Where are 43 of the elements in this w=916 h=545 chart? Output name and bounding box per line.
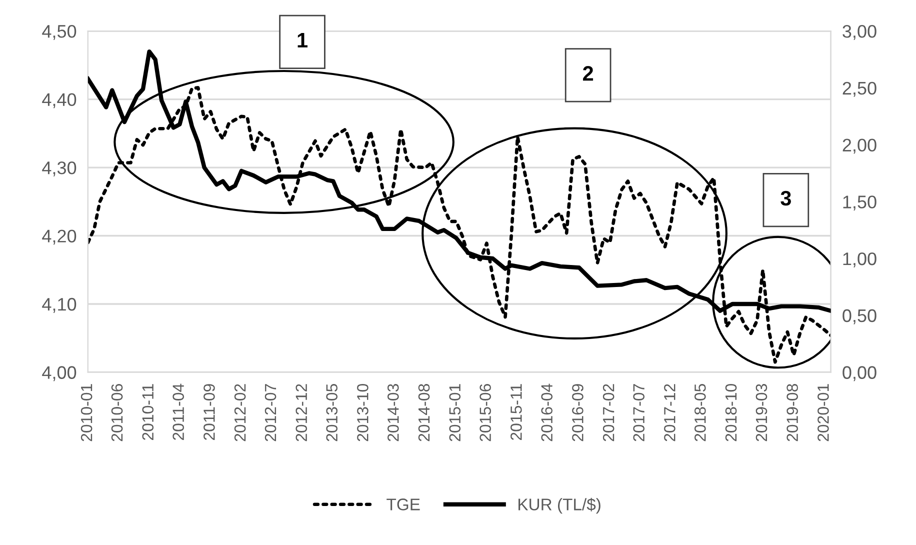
x-tick-label: 2012-02 (234, 384, 246, 442)
y2-tick-label: 0,00 (842, 366, 876, 382)
x-tick-label: 2011-04 (172, 384, 184, 440)
x-tick-label: 2010-06 (111, 384, 123, 442)
x-tick-label: 2014-08 (418, 384, 430, 442)
annotation: 2 (583, 66, 594, 81)
y2-tick-label: 1,00 (843, 252, 876, 268)
annotation: 3 (780, 190, 791, 206)
y2-tick-label: 2,00 (842, 138, 876, 154)
y2-tick-label: 3,00 (842, 25, 876, 40)
x-tick-label: 2016-09 (572, 384, 584, 442)
x-tick-label: 2018-10 (725, 384, 737, 442)
x-tick-label: 2019-08 (786, 384, 798, 442)
y-tick-label: 4,40 (42, 93, 76, 108)
y-tick-label: 4,50 (42, 25, 76, 40)
y2-tick-label: 1,50 (843, 196, 876, 211)
x-tick-label: 2014-03 (388, 384, 399, 442)
x-tick-label: 2015-11 (510, 384, 522, 440)
x-tick-label: 2013-05 (326, 384, 338, 442)
y-tick-label: 4,10 (42, 298, 76, 313)
x-tick-label: 2012-12 (296, 384, 308, 442)
x-tick-label: 2017-07 (633, 384, 644, 442)
x-tick-label: 2013-10 (357, 384, 368, 442)
x-tick-label: 2012-07 (264, 384, 276, 442)
x-tick-label: 2020-01 (818, 384, 829, 442)
x-tick-label: 2015-06 (480, 384, 491, 442)
x-tick-label: 2010-11 (142, 384, 154, 440)
y-tick-label: 4,00 (42, 366, 76, 382)
x-tick-label: 2018-05 (694, 384, 706, 442)
annotation: 1 (298, 33, 308, 48)
legend-label: TGE (386, 498, 420, 510)
y-tick-label: 4,30 (42, 161, 76, 176)
legend-label: KUR (TL/$) (518, 498, 600, 514)
y-tick-label: 4,20 (42, 230, 76, 245)
x-tick-label: 2010-01 (80, 384, 92, 442)
x-tick-label: 2017-02 (602, 384, 614, 442)
y2-tick-label: 2,50 (842, 82, 876, 97)
x-tick-label: 2011-09 (204, 384, 215, 440)
y2-tick-label: 0,50 (842, 309, 876, 324)
x-tick-label: 2015-01 (449, 384, 461, 442)
x-tick-label: 2019-03 (756, 384, 768, 442)
x-tick-label: 2017-12 (664, 384, 676, 442)
x-tick-label: 2016-04 (541, 384, 553, 442)
